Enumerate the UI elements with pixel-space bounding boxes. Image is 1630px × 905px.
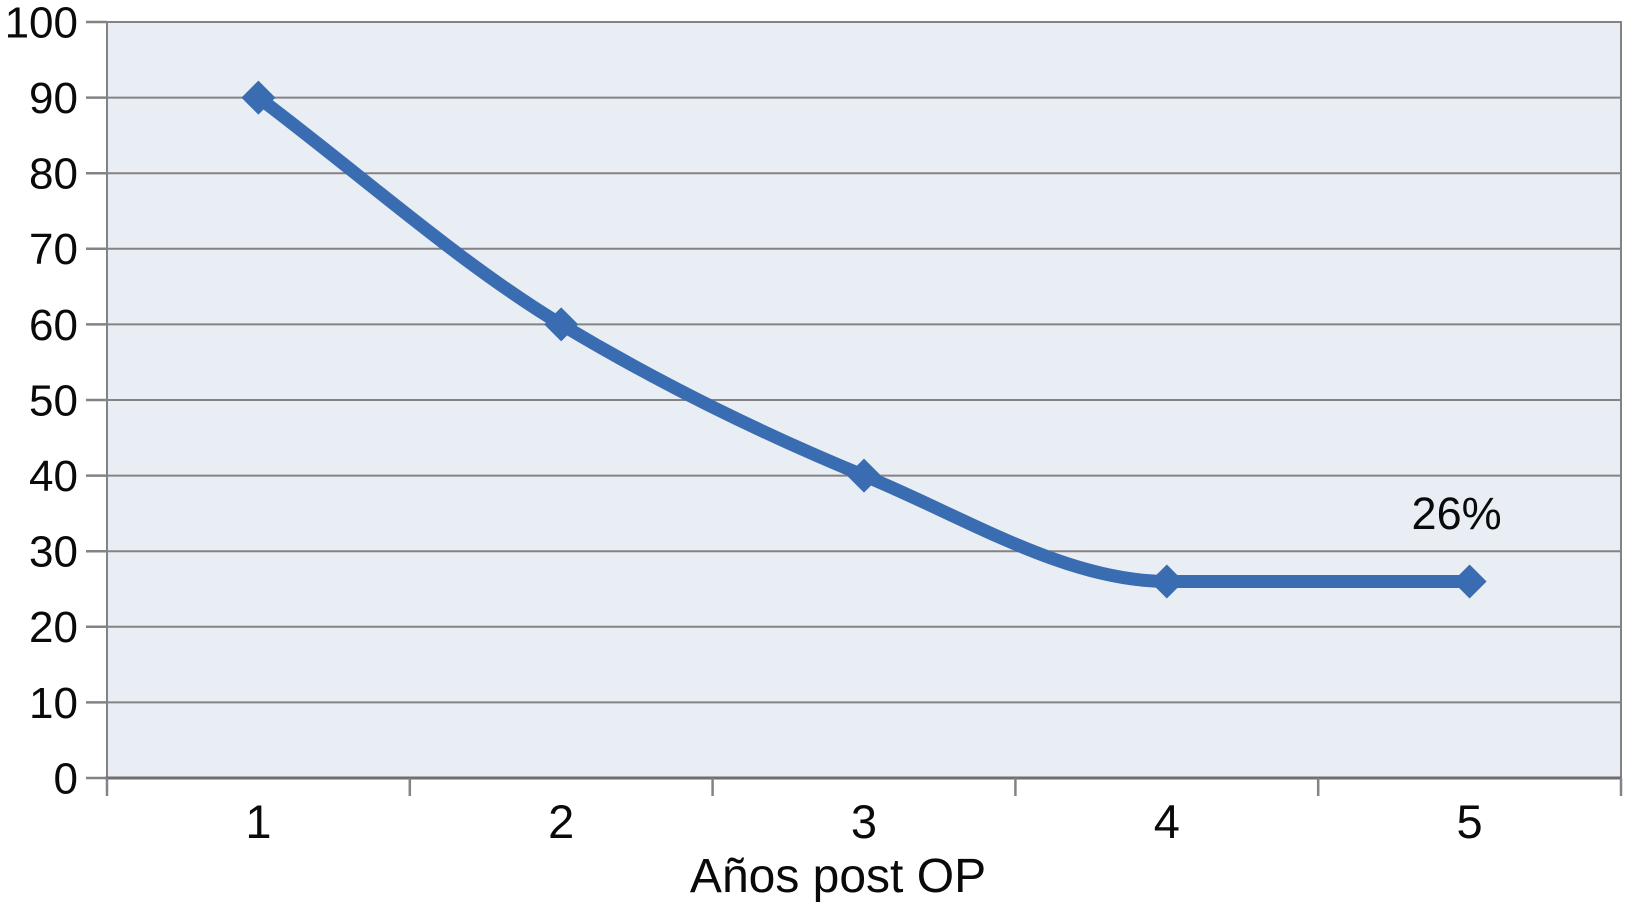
data-point-marker	[847, 458, 881, 493]
data-point-marker	[1149, 564, 1184, 599]
x-axis-title: Años post OP	[690, 850, 986, 903]
x-tick-label: 3	[851, 795, 877, 848]
y-tick-label: 100	[5, 0, 78, 47]
y-tick-label: 30	[29, 528, 78, 577]
data-point-marker	[1452, 564, 1487, 599]
y-tick-label: 80	[29, 150, 78, 199]
data-point-marker	[241, 80, 276, 115]
y-tick-label: 20	[29, 603, 78, 652]
y-tick-label: 0	[54, 754, 78, 803]
annotation-label: 26%	[1412, 488, 1502, 539]
y-tick-label: 70	[29, 225, 78, 274]
x-tick-label: 2	[548, 795, 574, 848]
y-tick-label: 40	[29, 452, 78, 501]
data-point-marker	[544, 307, 579, 342]
axis-ticks-layer	[86, 20, 1623, 796]
x-tick-label: 4	[1154, 795, 1180, 848]
y-tick-label: 10	[29, 679, 78, 728]
annotation-layer: 26%	[1412, 488, 1502, 539]
x-tick-label: 1	[245, 795, 271, 848]
y-tick-label: 50	[29, 376, 78, 425]
axis-labels-layer: 0 10 20 30 40 50 60 70 80 90 100 1 2 3 4 5	[5, 0, 1483, 848]
x-tick-label: 5	[1457, 795, 1483, 848]
series-layer	[241, 80, 1487, 599]
y-tick-label: 60	[29, 301, 78, 350]
y-tick-label: 90	[29, 74, 78, 123]
